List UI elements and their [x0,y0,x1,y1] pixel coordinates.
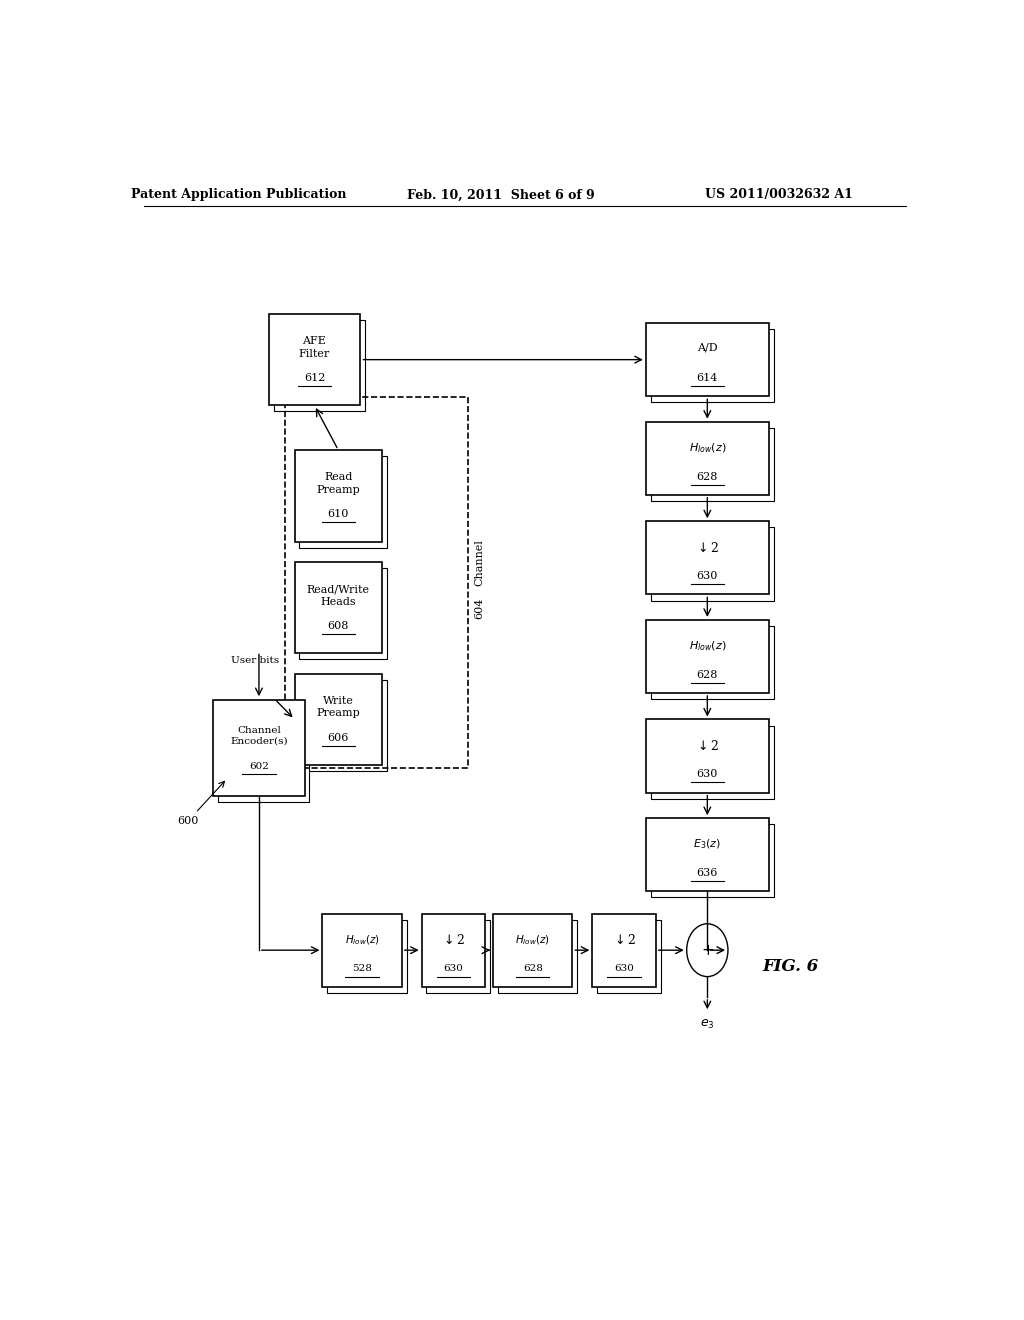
Text: 600: 600 [177,816,199,826]
Text: 628: 628 [696,669,718,680]
Bar [273,319,365,412]
Text: US 2011/0032632 A1: US 2011/0032632 A1 [705,189,853,202]
Circle shape [687,924,728,977]
Bar [650,329,773,403]
Bar [646,421,769,495]
Bar [218,706,309,803]
Bar [323,913,401,987]
Text: User bits: User bits [231,656,279,664]
Text: 608: 608 [328,620,349,631]
Bar [295,450,382,541]
Bar [650,428,773,500]
Bar [494,913,572,987]
Bar [646,818,769,891]
Bar [597,920,660,993]
Text: 630: 630 [696,572,718,581]
Text: 628: 628 [696,471,718,482]
Text: $H_{low}(z)$: $H_{low}(z)$ [515,933,550,946]
Bar [213,700,304,796]
Text: $e_3$: $e_3$ [700,1018,715,1031]
Text: Feb. 10, 2011  Sheet 6 of 9: Feb. 10, 2011 Sheet 6 of 9 [408,189,595,202]
Bar [646,719,769,792]
Text: $\downarrow$2: $\downarrow$2 [695,739,719,752]
Bar [299,680,387,771]
Bar [328,920,407,993]
Text: $H_{low}(z)$: $H_{low}(z)$ [688,639,726,653]
Text: $E_3(z)$: $E_3(z)$ [693,838,721,851]
Text: AFE
Filter: AFE Filter [299,337,330,359]
Text: FIG. 6: FIG. 6 [763,958,819,975]
Bar [592,913,655,987]
Bar [299,568,387,660]
Bar [422,913,485,987]
Text: 630: 630 [443,964,463,973]
Text: $\downarrow$2: $\downarrow$2 [695,541,719,554]
Text: Patent Application Publication: Patent Application Publication [131,189,347,202]
Text: 610: 610 [328,510,349,519]
Text: 606: 606 [328,733,349,743]
Text: 614: 614 [696,374,718,383]
Text: 528: 528 [352,964,372,973]
Text: $H_{low}(z)$: $H_{low}(z)$ [688,441,726,455]
Bar [299,457,387,548]
Bar [498,920,578,993]
Text: $\downarrow$2: $\downarrow$2 [612,933,636,946]
Bar [646,521,769,594]
Bar [650,824,773,898]
Bar [650,626,773,700]
Bar [285,397,468,768]
Bar [650,528,773,601]
Bar [295,673,382,766]
Bar [295,562,382,653]
Text: $\downarrow$2: $\downarrow$2 [441,933,465,946]
Text: 630: 630 [614,964,634,973]
Text: Channel: Channel [474,539,484,586]
Text: Read
Preamp: Read Preamp [316,473,360,495]
Text: 612: 612 [304,374,326,383]
Bar [426,920,489,993]
Text: Write
Preamp: Write Preamp [316,696,360,718]
Text: A/D: A/D [697,342,718,352]
Text: 636: 636 [696,869,718,878]
Text: 630: 630 [696,770,718,779]
Text: 602: 602 [249,762,269,771]
Text: 604: 604 [474,598,484,619]
Bar [646,620,769,693]
Text: 628: 628 [523,964,543,973]
Text: $H_{low}(z)$: $H_{low}(z)$ [344,933,380,946]
Bar [650,726,773,799]
Text: Channel
Encoder(s): Channel Encoder(s) [230,726,288,746]
Bar [646,323,769,396]
Text: Read/Write
Heads: Read/Write Heads [307,585,370,607]
Bar [269,314,360,405]
Text: +: + [701,942,714,958]
